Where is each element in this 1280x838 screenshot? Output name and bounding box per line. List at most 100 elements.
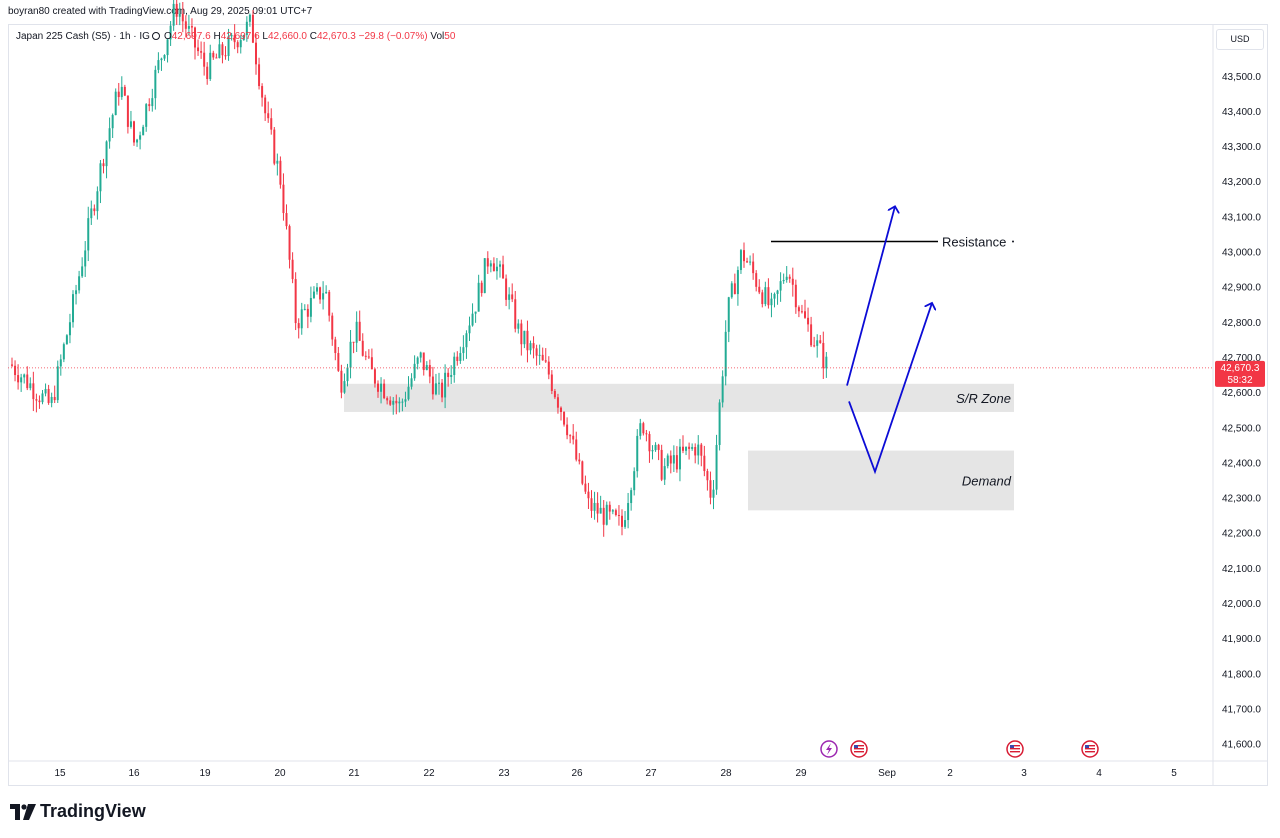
high-value: 42,697.6	[220, 31, 260, 42]
candle-body	[117, 91, 120, 98]
candle-body	[166, 39, 169, 56]
candle-body	[724, 331, 727, 377]
chart-attribution: boyran80 created with TradingView.com, A…	[8, 6, 313, 17]
candle-body	[675, 455, 678, 470]
candle-body	[578, 459, 581, 462]
price-tick-label: 42,300.0	[1222, 494, 1261, 505]
candle-body	[319, 287, 322, 300]
candle-body	[90, 208, 93, 219]
low-value: 42,660.0	[267, 31, 307, 42]
us-flag-event-icon-2[interactable]	[1006, 740, 1024, 758]
time-tick-label: Sep	[878, 768, 896, 779]
symbol-name: Japan 225 Cash (S5) · 1h · IG	[16, 31, 150, 42]
candle-body	[428, 365, 431, 377]
candle-body	[288, 226, 291, 260]
candle-body	[614, 510, 617, 516]
candle-body	[38, 400, 41, 403]
candle-body	[187, 26, 190, 29]
candle-body	[410, 378, 413, 387]
candle-body	[730, 283, 733, 298]
candle-body	[499, 264, 501, 267]
candle-body	[276, 160, 279, 164]
demand-zone[interactable]	[748, 450, 1014, 511]
candle-body	[819, 340, 822, 343]
candle-body	[422, 352, 425, 371]
price-tick-label: 43,400.0	[1222, 107, 1261, 118]
candle-body	[566, 424, 569, 436]
candle-body	[56, 366, 59, 401]
events-row	[820, 740, 1099, 758]
time-axis[interactable]: 15 16 19 20 21 22 23 26 27 28 29 Sep 2 3 4 5	[54, 768, 1177, 779]
candle-body	[136, 139, 139, 143]
candle-body	[389, 400, 392, 405]
tradingview-logo[interactable]: TradingView	[10, 801, 146, 822]
candle-body	[87, 218, 90, 251]
candle-body	[807, 317, 810, 325]
candle-body	[602, 507, 605, 525]
candle-body	[685, 446, 688, 451]
candle-body	[373, 369, 376, 384]
candle-body	[151, 98, 154, 107]
open-value: 42,697.6	[171, 31, 211, 42]
candle-body	[383, 383, 386, 399]
candle-body	[672, 455, 675, 464]
candle-body	[630, 490, 633, 504]
price-tick-label: 42,500.0	[1222, 423, 1261, 434]
candle-body	[343, 381, 346, 393]
brand-name: TradingView	[40, 801, 146, 821]
candle-body	[749, 261, 752, 263]
candle-body	[14, 365, 17, 376]
candle-body	[502, 264, 505, 279]
price-tick-label: 43,200.0	[1222, 177, 1261, 188]
candle-body	[645, 433, 648, 435]
demand-zone-label: Demand	[962, 473, 1012, 488]
lightning-event-icon[interactable]	[820, 740, 838, 758]
candle-body	[395, 400, 398, 404]
currency-button[interactable]: USD	[1216, 29, 1264, 50]
candle-body	[633, 471, 636, 491]
sr-zone-label: S/R Zone	[956, 391, 1011, 406]
candle-body	[477, 282, 480, 312]
us-flag-event-icon-3[interactable]	[1081, 740, 1099, 758]
candle-body	[285, 213, 288, 227]
candle-body	[611, 510, 614, 512]
candle-body	[532, 343, 535, 349]
candle-body	[227, 36, 230, 56]
price-tick-label: 42,100.0	[1222, 564, 1261, 575]
volume-value: 50	[444, 31, 456, 42]
price-tag-value: 42,670.3	[1221, 363, 1260, 374]
blue-arrow-retest[interactable]	[848, 303, 932, 475]
candle-body	[248, 14, 251, 22]
candle-body	[239, 40, 242, 48]
candle-body	[621, 515, 623, 527]
candle-body	[474, 311, 477, 314]
close-label: C	[309, 31, 317, 42]
candle-body	[773, 293, 776, 299]
candle-body	[736, 270, 739, 295]
candle-body	[197, 47, 200, 52]
candle-body	[96, 191, 99, 212]
candle-body	[224, 55, 227, 57]
blue-arrow-breakout[interactable]	[846, 206, 895, 386]
candle-body	[236, 42, 239, 48]
candle-body	[258, 64, 261, 87]
candle-body	[544, 360, 547, 362]
candle-body	[154, 69, 157, 99]
candle-body	[190, 26, 193, 28]
candle-body	[599, 507, 602, 514]
candle-body	[309, 297, 312, 317]
candle-body	[59, 359, 62, 367]
candle-body	[508, 294, 511, 300]
price-tick-label: 42,600.0	[1222, 388, 1261, 399]
time-tick-label: 20	[274, 768, 286, 779]
candle-body	[492, 263, 495, 272]
candle-body	[181, 13, 184, 22]
candle-body	[264, 97, 267, 114]
us-flag-event-icon[interactable]	[850, 740, 868, 758]
candle-body	[334, 339, 337, 354]
candle-body	[215, 57, 218, 59]
candle-body	[450, 374, 453, 377]
price-axis[interactable]: 41,600.0 41,700.0 41,800.0 41,900.0 42,000.0…	[1222, 72, 1261, 751]
candle-body	[666, 455, 669, 467]
